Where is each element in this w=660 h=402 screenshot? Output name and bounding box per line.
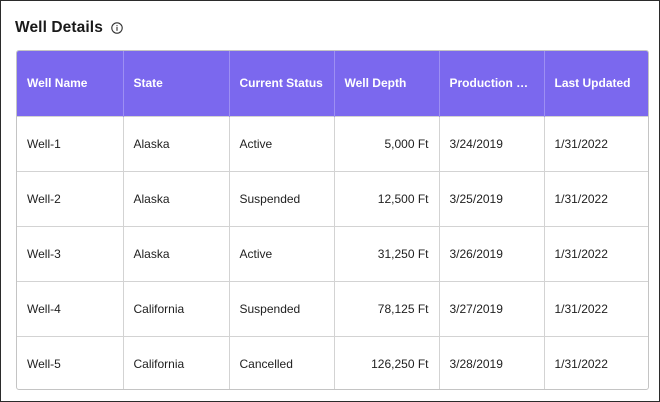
cell-last-updated: 1/31/2022 (544, 115, 648, 171)
cell-last-updated: 1/31/2022 (544, 335, 648, 389)
cell-last-updated: 1/31/2022 (544, 170, 648, 226)
cell-state: California (123, 280, 230, 336)
cell-well-depth: 5,000 Ft (334, 115, 440, 171)
cell-current-status: Suspended (229, 280, 335, 336)
table-row[interactable]: Well-5 California Cancelled 126,250 Ft 3… (17, 335, 648, 389)
cell-state: Alaska (123, 225, 230, 281)
cell-well-name: Well-4 (17, 280, 124, 336)
cell-current-status: Active (229, 225, 335, 281)
column-header-well-name[interactable]: Well Name (17, 51, 124, 116)
column-header-current-status[interactable]: Current Status (229, 51, 335, 116)
cell-well-depth: 31,250 Ft (334, 225, 440, 281)
table-row[interactable]: Well-1 Alaska Active 5,000 Ft 3/24/2019 … (17, 115, 648, 171)
cell-production-start: 3/27/2019 (439, 280, 545, 336)
cell-state: California (123, 335, 230, 389)
table-row[interactable]: Well-4 California Suspended 78,125 Ft 3/… (17, 280, 648, 336)
column-header-well-depth[interactable]: Well Depth (334, 51, 440, 116)
table-header-row: Well Name State Current Status Well Dept… (17, 51, 648, 116)
cell-state: Alaska (123, 115, 230, 171)
cell-current-status: Cancelled (229, 335, 335, 389)
panel-header: Well Details (15, 16, 123, 40)
cell-well-name: Well-1 (17, 115, 124, 171)
cell-production-start: 3/24/2019 (439, 115, 545, 171)
info-circle-icon[interactable] (111, 22, 123, 34)
cell-current-status: Suspended (229, 170, 335, 226)
panel-title: Well Details (15, 19, 103, 36)
cell-current-status: Active (229, 115, 335, 171)
cell-last-updated: 1/31/2022 (544, 225, 648, 281)
column-header-state[interactable]: State (123, 51, 230, 116)
cell-well-depth: 78,125 Ft (334, 280, 440, 336)
table-row[interactable]: Well-3 Alaska Active 31,250 Ft 3/26/2019… (17, 225, 648, 281)
cell-last-updated: 1/31/2022 (544, 280, 648, 336)
cell-production-start: 3/26/2019 (439, 225, 545, 281)
cell-well-name: Well-3 (17, 225, 124, 281)
well-details-table: Well Name State Current Status Well Dept… (16, 50, 649, 390)
cell-well-name: Well-2 (17, 170, 124, 226)
cell-state: Alaska (123, 170, 230, 226)
column-header-production-start[interactable]: Production St... (439, 51, 545, 116)
cell-production-start: 3/28/2019 (439, 335, 545, 389)
cell-production-start: 3/25/2019 (439, 170, 545, 226)
cell-well-name: Well-5 (17, 335, 124, 389)
cell-well-depth: 126,250 Ft (334, 335, 440, 389)
cell-well-depth: 12,500 Ft (334, 170, 440, 226)
column-header-last-updated[interactable]: Last Updated (554, 76, 631, 91)
table-row[interactable]: Well-2 Alaska Suspended 12,500 Ft 3/25/2… (17, 170, 648, 226)
